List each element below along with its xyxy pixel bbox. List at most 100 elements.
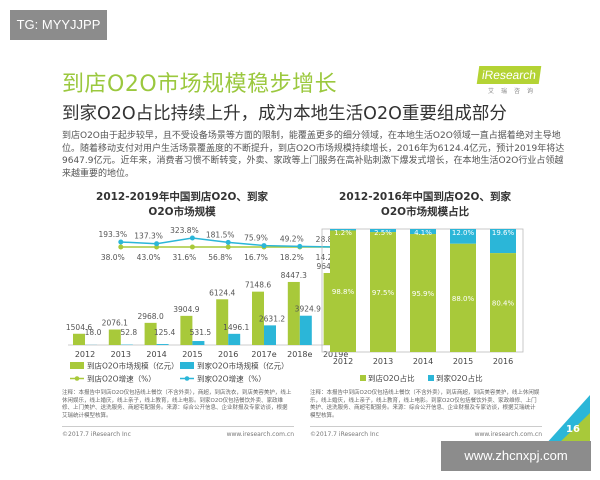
x-tick-label: 2019e (323, 350, 348, 359)
bar-label-daodian: 7148.6 (245, 281, 271, 290)
bar-daodian-share (490, 253, 516, 352)
bar-label-daojia: 531.5 (190, 328, 212, 337)
x-tick-label: 2014 (146, 350, 166, 359)
growth-label-daojia: 137.3% (134, 232, 163, 241)
point-daojia-growth (189, 235, 195, 241)
right-notes: 注释：本报告中到店O2O仅包括线上餐饮（不含外卖），到店商超，到店美容美护，线上… (310, 390, 540, 419)
bar-label-daojia: 3924.9 (295, 305, 321, 314)
left-footer: ©2017.7 iResearch Inc www.iresearch.com.… (62, 426, 294, 438)
x-tick-label: 2012 (75, 350, 95, 359)
copyright: ©2017.7 iResearch Inc (62, 431, 131, 438)
bar-daodian (180, 315, 193, 345)
legend-label: 到家O2O增速（%） (197, 374, 266, 384)
growth-label-daodian: 14.2% (316, 253, 340, 262)
x-tick-label: 2016 (218, 350, 238, 359)
iresearch-logo: iResearch 艾瑞咨询 (476, 66, 542, 95)
bar-daodian (144, 322, 157, 345)
legend-marker (74, 376, 80, 381)
growth-label-daodian: 56.8% (208, 253, 232, 262)
legend-label: 到店O2O占比 (368, 373, 415, 383)
x-tick-label: 2014 (413, 357, 433, 366)
bar-label-daodian: 2968.0 (137, 312, 163, 321)
bar-daodian (73, 333, 85, 345)
point-daodian-growth (225, 244, 231, 250)
legend-swatch (360, 375, 366, 381)
x-tick-label: 2016 (493, 357, 513, 366)
watermark-label: TG: MYYJJPP (10, 10, 107, 40)
bar-daojia-share (410, 229, 436, 235)
right-chart: 2012-2016年中国到店O2O、到家 O2O市场规模占比 (310, 190, 540, 220)
legend-marker (184, 376, 190, 381)
bar-daodian-share (370, 232, 396, 352)
bar-label-daodian: 2076.1 (102, 319, 128, 328)
point-daodian-growth (189, 244, 195, 250)
bar-label-daodian: 1504.6 (66, 323, 92, 332)
growth-label-daojia: 75.9% (244, 234, 268, 243)
legend-label: 到店O2O增速（%） (87, 374, 156, 384)
website-link[interactable]: www.iresearch.com.cn (226, 431, 294, 438)
legend-swatch (180, 362, 194, 369)
share-label-daodian: 95.9% (412, 290, 435, 298)
x-tick-label: 2013 (111, 350, 131, 359)
left-chart: 2012-2019年中国到店O2O、到家 O2O市场规模 (62, 190, 302, 220)
point-daojia-growth (154, 241, 160, 247)
slide-subtitle: 到家O2O占比持续上升，成为本地生活O2O重要组成部分 (62, 104, 507, 124)
bar-daojia-share (330, 229, 356, 231)
share-label-daojia: 2.5% (374, 229, 392, 237)
bar-label-daodian: 6124.4 (209, 288, 235, 297)
bar-daodian-share (330, 230, 356, 352)
left-chart-title-2: O2O市场规模 (148, 206, 216, 218)
bar-label-daojia: 52.8 (120, 328, 137, 337)
copyright: ©2017.7 iResearch Inc (310, 431, 379, 438)
bar-label-daojia: 18.0 (85, 328, 102, 337)
point-daojia-growth (261, 243, 267, 249)
bar-daojia (228, 333, 241, 345)
share-label-daodian: 97.5% (372, 289, 395, 297)
share-label-daojia: 12.0% (452, 229, 475, 237)
bar-label-daodian: 8447.3 (281, 271, 307, 280)
bar-daojia-share (450, 229, 476, 244)
intro-paragraph: 到店O2O由于起步较早，且不受设备场景等方面的限制，能覆盖更多的细分领域，在本地… (62, 131, 565, 179)
legend-swatch (70, 362, 84, 369)
share-label-daodian: 80.4% (492, 300, 515, 308)
bar-label-daojia: 1496.1 (223, 323, 249, 332)
bar-label-daodian: 9647.9 (316, 262, 342, 271)
page-number: 16 (566, 424, 580, 435)
point-daojia-growth (225, 239, 231, 245)
bar-label-daojia: 2631.2 (259, 314, 285, 323)
bar-label-daodian: 3904.9 (173, 305, 199, 314)
bar-daodian (252, 291, 264, 345)
share-label-daojia: 1.2% (334, 229, 352, 237)
website-link[interactable]: www.iresearch.com.cn (474, 431, 542, 438)
bar-daojia (264, 325, 276, 345)
point-daojia-growth (118, 239, 124, 245)
growth-label-daodian: 31.6% (172, 253, 196, 262)
growth-label-daojia: 49.2% (280, 234, 304, 243)
bar-daodian (287, 281, 300, 345)
x-tick-label: 2015 (453, 357, 473, 366)
share-label-daojia: 4.1% (414, 229, 432, 237)
x-tick-label: 2013 (373, 357, 393, 366)
share-label-daodian: 98.8% (332, 288, 355, 296)
share-label-daojia: 19.6% (492, 229, 515, 237)
point-daodian-growth (118, 244, 124, 250)
legend-label: 到家O2O市场规模（亿元） (197, 361, 289, 371)
share-label-daodian: 88.0% (452, 295, 475, 303)
x-tick-label: 2012 (333, 357, 353, 366)
bar-daojia (192, 341, 205, 345)
x-tick-label: 2018e (287, 350, 312, 359)
growth-label-daodian: 18.2% (280, 253, 304, 262)
bar-daojia (299, 315, 312, 345)
legend-swatch (428, 375, 434, 381)
x-tick-label: 2017e (251, 350, 276, 359)
logo-sub: 艾瑞咨询 (487, 88, 540, 95)
legend-label: 到家O2O占比 (436, 373, 483, 383)
growth-label-daodian: 16.7% (244, 253, 268, 262)
slide-title: 到店O2O市场规模稳步增长 (62, 72, 338, 97)
x-tick-label: 2015 (182, 350, 202, 359)
legend-label: 到店O2O市场规模（亿元） (87, 361, 179, 371)
right-chart-title-1: 2012-2016年中国到店O2O、到家 (339, 191, 511, 203)
point-daojia-growth (297, 243, 303, 249)
bar-daodian (216, 299, 229, 345)
